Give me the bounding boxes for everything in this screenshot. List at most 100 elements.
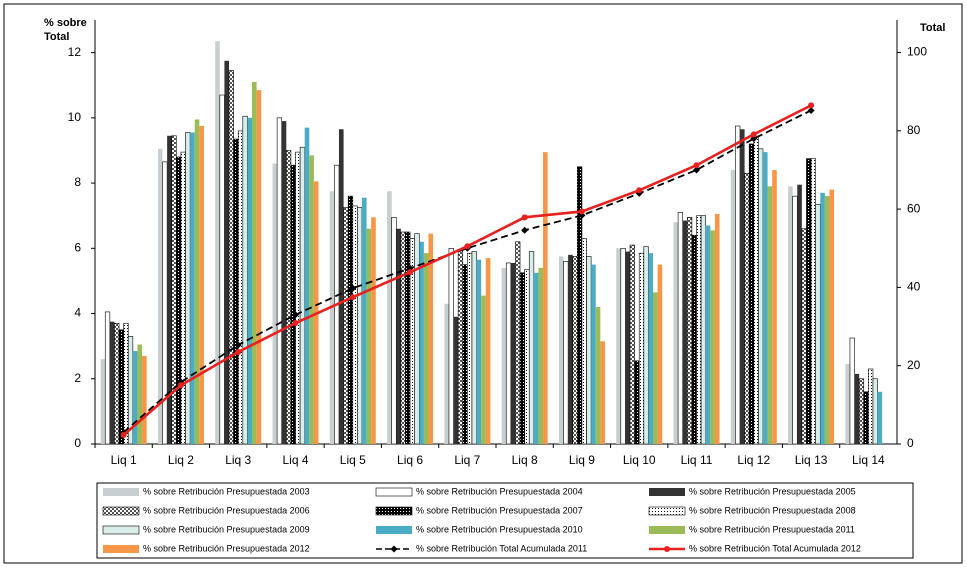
legend-label: % sobre Retribución Total Acumulada 2012 <box>689 543 861 553</box>
bar <box>863 391 869 445</box>
bar <box>276 117 283 445</box>
bar <box>481 295 486 444</box>
bar <box>572 256 578 445</box>
bar <box>299 146 306 445</box>
y2-tick-label: 80 <box>907 123 921 137</box>
marker <box>807 106 815 114</box>
bar <box>391 217 397 445</box>
bar <box>252 81 257 444</box>
bar <box>673 222 679 444</box>
y-tick-label: 12 <box>68 45 82 59</box>
bar <box>845 364 850 444</box>
y-tick-label: 8 <box>74 175 81 189</box>
bar <box>595 307 601 444</box>
bar <box>705 225 711 444</box>
bar <box>501 267 507 444</box>
y-tick-label: 2 <box>74 371 81 385</box>
bar <box>714 214 720 444</box>
bar <box>309 155 314 444</box>
bar <box>185 132 191 445</box>
bar <box>171 135 177 445</box>
bar <box>419 241 424 444</box>
bar <box>558 256 564 444</box>
y-tick-label: 10 <box>68 110 82 124</box>
legend-box <box>96 482 914 559</box>
bar <box>735 125 741 445</box>
bar <box>686 217 693 445</box>
bar <box>281 121 287 444</box>
bar <box>371 217 376 444</box>
legend-label: % sobre Retribución Presupuestada 2003 <box>143 486 310 496</box>
bar <box>180 151 186 445</box>
marker <box>407 269 414 276</box>
y-tick-label: 4 <box>74 306 81 320</box>
bar <box>476 259 482 444</box>
bar <box>677 212 683 445</box>
bar <box>772 170 777 444</box>
bar <box>444 303 449 444</box>
bar <box>272 163 278 444</box>
bar <box>854 373 860 444</box>
bar <box>653 292 658 444</box>
marker <box>521 214 528 221</box>
legend-label: % sobre Retribución Presupuestada 2009 <box>143 524 310 534</box>
legend-label: % sobre Retribución Presupuestada 2011 <box>689 524 855 534</box>
y2-axis-label: Total <box>920 22 945 34</box>
legend-swatch <box>102 525 140 535</box>
y-tick-label: 6 <box>74 240 81 254</box>
bar <box>123 323 129 445</box>
marker <box>349 294 356 301</box>
x-tick-label: Liq 11 <box>681 453 713 467</box>
bar <box>543 152 548 445</box>
y2-tick-label: 40 <box>907 280 921 294</box>
bar <box>762 152 768 445</box>
x-tick-label: Liq 5 <box>340 453 366 467</box>
legend-swatch <box>649 526 685 534</box>
bar <box>586 256 592 445</box>
bar <box>643 246 649 445</box>
bar <box>295 151 301 445</box>
legend-swatch <box>375 487 413 497</box>
bar <box>753 137 759 445</box>
bar <box>190 132 195 444</box>
bar <box>872 378 878 445</box>
bar <box>568 254 573 444</box>
legend-label: % sobre Retribución Presupuestada 2004 <box>416 486 583 496</box>
bar <box>519 272 525 445</box>
bar <box>366 228 372 444</box>
bar <box>710 230 715 444</box>
x-tick-label: Liq 7 <box>454 453 480 467</box>
bar <box>625 251 631 444</box>
x-tick-label: Liq 2 <box>168 453 194 467</box>
bar <box>700 215 706 445</box>
bar <box>849 337 855 445</box>
bar <box>868 368 874 445</box>
bar <box>730 170 736 444</box>
bar <box>462 264 468 445</box>
bar <box>739 129 745 444</box>
bar <box>453 316 459 444</box>
bar <box>100 359 106 444</box>
bar <box>788 186 793 445</box>
bar <box>538 267 544 444</box>
bar <box>304 127 310 444</box>
bar <box>400 231 406 445</box>
bar <box>357 207 363 445</box>
bar <box>167 135 172 445</box>
bar <box>247 117 253 444</box>
bar <box>748 143 755 445</box>
bar <box>467 252 473 445</box>
marker <box>521 226 529 234</box>
marker <box>177 382 184 389</box>
bar <box>233 138 239 445</box>
bar <box>533 272 539 444</box>
bar <box>806 158 812 445</box>
bar <box>600 341 605 444</box>
bar <box>563 261 569 445</box>
bar <box>820 192 825 444</box>
x-tick-label: Liq 4 <box>282 453 308 467</box>
bar <box>290 164 296 445</box>
legend-swatch <box>103 488 139 496</box>
